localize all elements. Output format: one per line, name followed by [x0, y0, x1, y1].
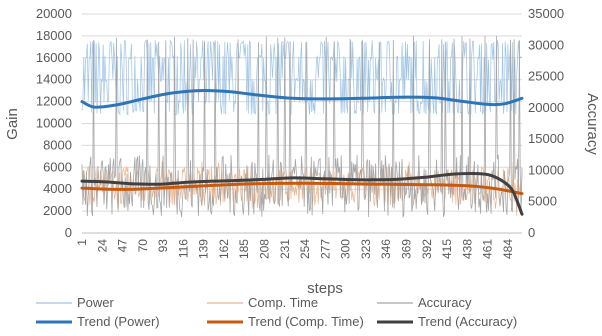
x-tick-label: 369 — [399, 239, 413, 259]
legend-item: Trend (Power) — [36, 314, 160, 329]
y-tick-label-left: 18000 — [36, 28, 72, 43]
x-tick-label: 346 — [379, 239, 393, 259]
x-tick-label: 116 — [176, 239, 190, 258]
x-tick-label: 24 — [95, 239, 109, 253]
y-tick-label-right: 10000 — [528, 162, 564, 177]
trend-power — [80, 88, 524, 109]
y-tick-label-left: 0 — [65, 225, 72, 240]
series-power — [81, 39, 523, 116]
legend-label: Trend (Accuracy) — [418, 314, 517, 329]
legend-label: Comp. Time — [248, 295, 318, 310]
legend-item: Trend (Accuracy) — [377, 314, 517, 329]
x-tick-label: 323 — [359, 239, 373, 259]
x-tick-label: 139 — [197, 239, 211, 259]
x-tick-label: 1 — [75, 239, 89, 246]
legend-item: Comp. Time — [207, 295, 318, 310]
y-tick-label-left: 2000 — [43, 203, 72, 218]
trend-comp-time — [80, 181, 524, 196]
trend-accuracy — [80, 171, 524, 216]
x-tick-label: 392 — [420, 239, 434, 259]
x-tick-label: 438 — [460, 239, 474, 259]
raw-series — [81, 35, 523, 218]
y-tick-label-left: 8000 — [43, 137, 72, 152]
legend-item: Trend (Comp. Time) — [207, 314, 364, 329]
y-tick-label-right: 0 — [528, 225, 535, 240]
trend-series — [80, 88, 524, 216]
legend-label: Trend (Comp. Time) — [248, 314, 364, 329]
y-tick-label-right: 5000 — [528, 194, 557, 209]
axes: 0 2000 4000 6000 8000 10000 12000 14000 16000 180… — [36, 6, 564, 259]
x-tick-label: 208 — [258, 239, 272, 259]
x-tick-label: 461 — [481, 239, 495, 259]
legend-item: Accuracy — [377, 295, 472, 310]
x-tick-label: 70 — [136, 239, 150, 253]
y-tick-label-right: 25000 — [528, 69, 564, 84]
y-tick-label-left: 12000 — [36, 94, 72, 109]
y-tick-label-right: 35000 — [528, 6, 564, 21]
legend-label: Trend (Power) — [77, 314, 160, 329]
x-tick-label: 162 — [217, 239, 231, 259]
legend-label: Power — [77, 295, 115, 310]
x-tick-label: 300 — [339, 239, 353, 259]
x-axis-title: steps — [307, 280, 343, 297]
y-tick-label-left: 4000 — [43, 181, 72, 196]
x-tick-label: 231 — [278, 239, 292, 259]
legend-item: Power — [36, 295, 115, 310]
y-axis-title-right: Accuracy — [584, 93, 601, 155]
y-tick-label-left: 20000 — [36, 6, 72, 21]
y-tick-label-left: 16000 — [36, 50, 72, 65]
x-tick-label: 185 — [237, 239, 251, 259]
x-tick-label: 277 — [318, 239, 332, 259]
legend: Power Comp. Time Accuracy Trend (Power) Tren… — [36, 295, 517, 329]
x-tick-label: 93 — [156, 239, 170, 253]
y-axis-title-left: Gain — [4, 108, 21, 140]
y-tick-label-right: 15000 — [528, 131, 564, 146]
x-tick-label: 415 — [440, 239, 454, 259]
y-tick-label-left: 6000 — [43, 159, 72, 174]
x-tick-label: 47 — [116, 239, 130, 253]
y-tick-label-left: 14000 — [36, 72, 72, 87]
series-accuracy — [81, 35, 523, 218]
legend-label: Accuracy — [418, 295, 472, 310]
x-tick-label: 484 — [501, 239, 515, 259]
x-tick-label: 254 — [298, 239, 312, 259]
y-tick-label-right: 20000 — [528, 100, 564, 115]
y-tick-label-right: 30000 — [528, 37, 564, 52]
y-tick-label-left: 10000 — [36, 116, 72, 131]
